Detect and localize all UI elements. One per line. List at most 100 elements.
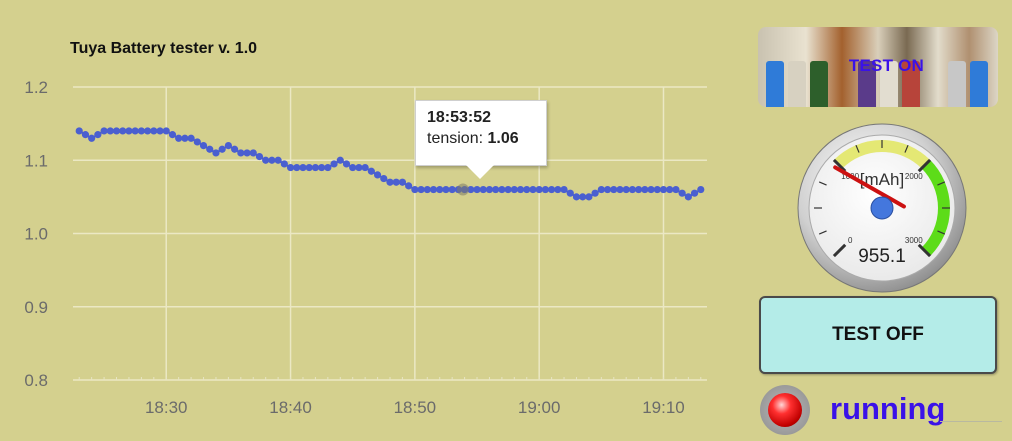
data-point xyxy=(218,145,226,153)
data-point xyxy=(616,185,624,194)
data-point xyxy=(94,131,102,139)
data-point xyxy=(473,185,481,194)
data-point xyxy=(125,127,133,135)
x-tick-label: 19:00 xyxy=(518,398,561,417)
data-point xyxy=(286,163,295,172)
data-point xyxy=(436,185,444,194)
data-point xyxy=(150,127,158,135)
data-point xyxy=(293,163,301,172)
data-point xyxy=(224,142,232,150)
data-point xyxy=(672,185,680,194)
gauge-tick xyxy=(937,230,946,235)
data-point xyxy=(212,149,220,157)
data-point xyxy=(603,185,612,194)
data-point xyxy=(119,127,127,135)
data-point xyxy=(498,185,506,194)
y-tick-label: 1.0 xyxy=(24,225,48,244)
gauge-tick xyxy=(818,230,827,235)
gauge-hub xyxy=(870,196,894,220)
data-point xyxy=(330,160,338,168)
data-point xyxy=(199,142,208,150)
data-point xyxy=(175,134,183,142)
chart-canvas: 0.8 0.9 1.0 1.1 1.2 18:30 18:40 18:50 19:00 19:10 xyxy=(24,78,707,417)
data-point xyxy=(510,185,518,194)
data-point xyxy=(193,138,201,146)
data-point xyxy=(554,185,562,194)
gauge-tick xyxy=(937,181,946,186)
gauge-tick xyxy=(917,243,932,258)
y-tick-label: 0.9 xyxy=(24,298,48,317)
data-point xyxy=(237,149,245,157)
data-point xyxy=(516,185,525,194)
data-point xyxy=(274,156,282,164)
data-point xyxy=(523,185,531,194)
data-point xyxy=(467,185,475,194)
data-point xyxy=(255,152,264,161)
battery-chart: 0.8 0.9 1.0 1.1 1.2 18:30 18:40 18:50 19:00 19:10… xyxy=(24,40,707,417)
data-point xyxy=(635,185,643,194)
tooltip-label: tension: xyxy=(427,130,484,147)
gauge-tick xyxy=(855,144,860,153)
data-point xyxy=(579,193,587,201)
data-point xyxy=(262,156,270,164)
data-point xyxy=(131,127,139,135)
data-point xyxy=(653,185,661,194)
data-point xyxy=(243,149,251,157)
data-point xyxy=(386,178,394,186)
data-point xyxy=(417,185,425,194)
data-point xyxy=(610,185,618,194)
data-point xyxy=(597,185,605,194)
data-point xyxy=(373,171,382,179)
gauge-scale-label: 2000 xyxy=(905,172,923,181)
gauge-value: 955.1 xyxy=(858,246,906,267)
mah-gauge: 0100020003000 [mAh] 955.1 xyxy=(797,123,967,293)
data-point xyxy=(137,127,145,135)
status-text: running xyxy=(830,391,946,426)
data-point xyxy=(442,185,450,194)
data-point xyxy=(684,193,692,201)
gauge-scale-label: 3000 xyxy=(905,236,923,245)
data-point xyxy=(392,178,400,186)
gauge-tick xyxy=(832,158,847,173)
test-off-button[interactable]: TEST OFF xyxy=(759,296,997,374)
data-point xyxy=(342,160,351,168)
data-point xyxy=(355,163,363,172)
x-tick-label: 19:10 xyxy=(642,398,685,417)
gauge-tick xyxy=(904,144,909,153)
data-point xyxy=(535,185,543,194)
data-point xyxy=(448,185,456,194)
data-point xyxy=(162,127,170,135)
gauge-needle xyxy=(833,165,906,220)
data-point xyxy=(88,134,96,142)
x-tick-label: 18:40 xyxy=(269,398,312,417)
chart-tooltip: 18:53:52 tension: 1.06 xyxy=(415,100,547,179)
data-point xyxy=(156,127,164,135)
data-point xyxy=(678,189,686,197)
data-point xyxy=(647,185,655,194)
data-point xyxy=(75,127,83,135)
data-point xyxy=(529,185,537,194)
hover-point xyxy=(456,183,469,196)
test-on-image-button[interactable]: TEST ON xyxy=(758,27,998,107)
data-point xyxy=(560,185,568,194)
status-underline xyxy=(940,421,1002,422)
data-point xyxy=(429,185,438,194)
data-point xyxy=(666,185,674,194)
data-point xyxy=(280,160,288,168)
data-point xyxy=(405,182,413,190)
data-point xyxy=(112,127,121,135)
data-point xyxy=(336,156,344,164)
data-point xyxy=(81,131,90,139)
data-point xyxy=(231,145,239,153)
y-tick-label: 0.8 xyxy=(24,371,48,390)
data-point xyxy=(591,189,599,197)
y-tick-label: 1.1 xyxy=(24,151,48,170)
data-point xyxy=(168,131,177,139)
data-point xyxy=(423,185,431,194)
data-point xyxy=(492,185,500,194)
data-point xyxy=(305,163,313,172)
data-point xyxy=(690,189,699,197)
data-point xyxy=(411,185,419,194)
gauge-scale-label: 0 xyxy=(848,236,853,245)
y-tick-label: 1.2 xyxy=(24,78,48,97)
